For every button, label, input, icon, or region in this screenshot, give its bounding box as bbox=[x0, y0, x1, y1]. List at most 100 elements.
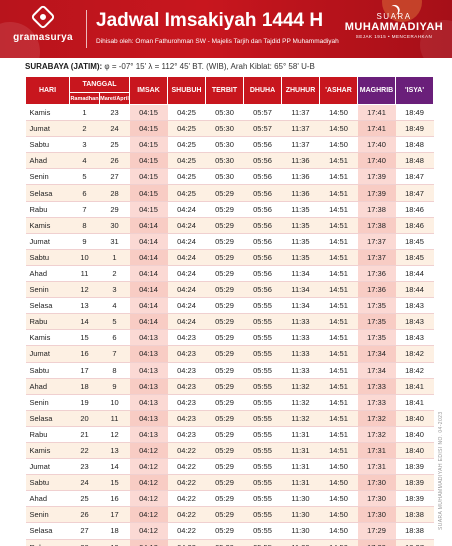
cell-maghrib: 17:35 bbox=[357, 297, 396, 315]
col-zhuhur: ZHUHUR bbox=[281, 76, 320, 105]
cell-isya: 18:48 bbox=[395, 136, 434, 154]
cell-ramadhan: 24 bbox=[69, 474, 100, 492]
cell-hari: Jumat bbox=[25, 120, 70, 138]
cell-shubuh: 04:22 bbox=[167, 458, 206, 476]
cell-zhuhur: 11:31 bbox=[281, 474, 320, 492]
table-row: Rabu 7 29 04:15 04:24 05:29 05:56 11:35 14:51 17:… bbox=[25, 201, 434, 218]
cell-zhuhur: 11:33 bbox=[281, 362, 320, 379]
cell-imsak: 04:13 bbox=[129, 410, 168, 427]
cell-terbit: 05:29 bbox=[205, 378, 244, 395]
table-row: Ahad 4 26 04:15 04:25 05:30 05:56 11:36 14:51 17:… bbox=[25, 152, 434, 170]
cell-ramadhan: 17 bbox=[69, 362, 100, 379]
cell-shubuh: 04:24 bbox=[167, 265, 206, 283]
logo-right-main: MUHAMMADIYAH bbox=[344, 21, 444, 33]
cell-terbit: 05:29 bbox=[205, 426, 244, 443]
cell-hari: Jumat bbox=[25, 233, 70, 250]
cell-ramadhan: 20 bbox=[69, 410, 100, 427]
cell-dhuha: 05:57 bbox=[243, 120, 282, 138]
cell-ramadhan: 28 bbox=[69, 539, 100, 546]
cell-maghrib: 17:32 bbox=[357, 410, 396, 427]
cell-imsak: 04:12 bbox=[129, 506, 168, 524]
cell-isya: 18:42 bbox=[395, 362, 434, 379]
cell-ramadhan: 25 bbox=[69, 490, 100, 508]
cell-zhuhur: 11:36 bbox=[281, 168, 320, 186]
cell-zhuhur: 11:31 bbox=[281, 458, 320, 476]
cell-maret-april: 25 bbox=[99, 136, 130, 154]
cell-imsak: 04:13 bbox=[129, 362, 168, 379]
cell-maghrib: 17:37 bbox=[357, 233, 396, 250]
cell-dhuha: 05:56 bbox=[243, 201, 282, 218]
cell-isya: 18:46 bbox=[395, 217, 434, 234]
cell-ramadhan: 27 bbox=[69, 522, 100, 540]
cell-ashar: 14:51 bbox=[319, 217, 358, 234]
table-row: Sabtu 17 8 04:13 04:23 05:29 05:55 11:33 14:51 17… bbox=[25, 362, 434, 379]
cell-maghrib: 17:36 bbox=[357, 281, 396, 299]
table-row: Jumat 16 7 04:13 04:23 05:29 05:55 11:33 14:51 17… bbox=[25, 345, 434, 363]
cell-isya: 18:49 bbox=[395, 104, 434, 122]
cell-ashar: 14:51 bbox=[319, 201, 358, 218]
cell-maret-april: 4 bbox=[99, 297, 130, 315]
header-divider bbox=[86, 10, 87, 48]
cell-imsak: 04:13 bbox=[129, 394, 168, 411]
cell-ashar: 14:51 bbox=[319, 168, 358, 186]
cell-ashar: 14:50 bbox=[319, 539, 358, 546]
cell-dhuha: 05:56 bbox=[243, 281, 282, 299]
cell-zhuhur: 11:35 bbox=[281, 249, 320, 266]
col-hari: HARI bbox=[25, 76, 70, 105]
cell-isya: 18:45 bbox=[395, 233, 434, 250]
cell-ashar: 14:51 bbox=[319, 281, 358, 299]
cell-isya: 18:49 bbox=[395, 120, 434, 138]
cell-imsak: 04:13 bbox=[129, 378, 168, 395]
cell-hari: Rabu bbox=[25, 539, 70, 546]
logo-right-top: SUARA bbox=[376, 12, 412, 21]
cell-isya: 18:40 bbox=[395, 410, 434, 427]
cell-ashar: 14:51 bbox=[319, 329, 358, 347]
table-row: Ahad 11 2 04:14 04:24 05:29 05:56 11:34 14:51 17:… bbox=[25, 265, 434, 283]
cell-isya: 18:41 bbox=[395, 394, 434, 411]
decor-circle bbox=[382, 0, 422, 22]
cell-ramadhan: 4 bbox=[69, 152, 100, 170]
cell-shubuh: 04:25 bbox=[167, 184, 206, 202]
cell-ramadhan: 8 bbox=[69, 217, 100, 234]
cell-maghrib: 17:31 bbox=[357, 458, 396, 476]
table-row: Selasa 6 28 04:15 04:25 05:29 05:56 11:36 14:51 1… bbox=[25, 184, 434, 202]
cell-isya: 18:47 bbox=[395, 168, 434, 186]
cell-terbit: 05:29 bbox=[205, 265, 244, 283]
cell-ramadhan: 5 bbox=[69, 168, 100, 186]
cell-dhuha: 05:55 bbox=[243, 394, 282, 411]
table-row: Kamis 22 13 04:12 04:22 05:29 05:55 11:31 14:51 1… bbox=[25, 442, 434, 460]
cell-dhuha: 05:55 bbox=[243, 410, 282, 427]
cell-terbit: 05:29 bbox=[205, 458, 244, 476]
cell-terbit: 05:29 bbox=[205, 539, 244, 546]
table-body: Kamis 1 23 04:15 04:25 05:30 05:57 11:37 14:50 17… bbox=[25, 104, 434, 546]
page-subtitle: Dihisab oleh: Oman Fathurohman SW - Maje… bbox=[96, 38, 339, 45]
cell-ashar: 14:51 bbox=[319, 152, 358, 170]
cell-hari: Kamis bbox=[25, 217, 70, 234]
location-city: SURABAYA (JATIM): bbox=[25, 62, 103, 71]
cell-isya: 18:44 bbox=[395, 281, 434, 299]
cell-zhuhur: 11:32 bbox=[281, 378, 320, 395]
table-row: Jumat 2 24 04:15 04:25 05:30 05:57 11:37 14:50 17… bbox=[25, 120, 434, 138]
cell-ramadhan: 10 bbox=[69, 249, 100, 266]
cell-imsak: 04:15 bbox=[129, 152, 168, 170]
cell-ashar: 14:51 bbox=[319, 394, 358, 411]
cell-maret-april: 1 bbox=[99, 249, 130, 266]
cell-ramadhan: 2 bbox=[69, 120, 100, 138]
cell-maghrib: 17:37 bbox=[357, 249, 396, 266]
cell-shubuh: 04:25 bbox=[167, 104, 206, 122]
cell-maghrib: 17:32 bbox=[357, 426, 396, 443]
cell-zhuhur: 11:37 bbox=[281, 104, 320, 122]
cell-dhuha: 05:55 bbox=[243, 442, 282, 460]
cell-maret-april: 2 bbox=[99, 265, 130, 283]
cell-maret-april: 5 bbox=[99, 313, 130, 331]
cell-maghrib: 17:30 bbox=[357, 490, 396, 508]
gramasurya-logo: gramasurya bbox=[4, 4, 82, 52]
cell-ashar: 14:50 bbox=[319, 506, 358, 524]
cell-maret-april: 26 bbox=[99, 152, 130, 170]
col-isya: 'ISYA' bbox=[395, 76, 434, 105]
cell-maret-april: 19 bbox=[99, 539, 130, 546]
cell-imsak: 04:13 bbox=[129, 345, 168, 363]
cell-dhuha: 05:57 bbox=[243, 104, 282, 122]
cell-terbit: 05:30 bbox=[205, 120, 244, 138]
cell-ashar: 14:51 bbox=[319, 378, 358, 395]
